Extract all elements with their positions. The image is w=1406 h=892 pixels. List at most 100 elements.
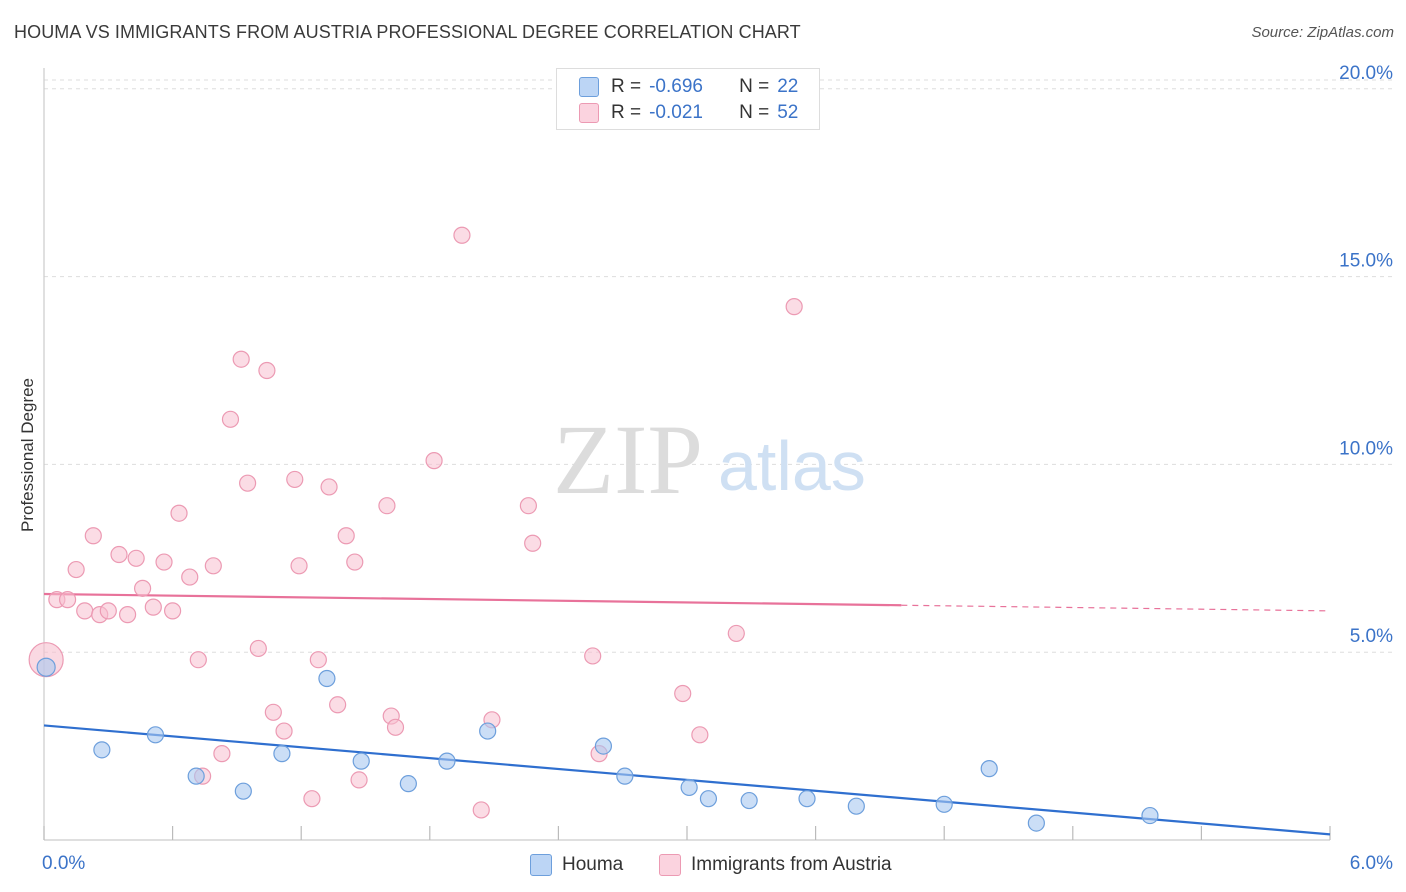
austria-point: [189, 651, 207, 669]
y-tick-label: 15.0%: [1339, 251, 1393, 272]
r-value: -0.021: [649, 102, 703, 123]
r-label: R =: [611, 102, 642, 123]
austria-point: [727, 624, 745, 643]
austria-point: [232, 350, 250, 368]
austria-point: [290, 557, 308, 575]
n-label: N =: [739, 76, 770, 97]
austria-point: [133, 579, 152, 597]
y-tick-label: 5.0%: [1350, 626, 1393, 647]
houma-point: [273, 745, 291, 763]
austria-point: [181, 568, 199, 586]
austria-point: [155, 553, 173, 571]
houma-point: [187, 767, 205, 785]
austria-point: [67, 560, 85, 579]
tick-labels: 5.0% 10.0% 15.0% 20.0% 0.0% 6.0%: [42, 63, 1393, 874]
houma-point: [740, 791, 758, 810]
houma-legend-swatch: [530, 854, 552, 876]
houma-point: [616, 767, 634, 785]
houma-point: [36, 657, 56, 677]
austria-point: [127, 549, 145, 567]
austria-point: [213, 745, 231, 763]
austria-swatch: [579, 103, 599, 123]
austria-point: [204, 557, 222, 575]
r-value: -0.696: [649, 76, 703, 97]
austria-point: [58, 591, 77, 609]
austria-point: [350, 771, 368, 789]
austria-point: [76, 602, 94, 620]
austria-point: [309, 651, 327, 669]
austria-point: [84, 527, 102, 545]
austria-point: [118, 606, 137, 624]
austria-point: [524, 534, 542, 552]
gridlines: [44, 79, 1394, 653]
austria-point: [472, 801, 490, 819]
stats-legend-row-austria: R = -0.021 N = 52: [579, 101, 798, 125]
source-label: Source: ZipAtlas.com: [1251, 24, 1394, 41]
austria-point: [110, 545, 128, 564]
y-tick-label: 20.0%: [1339, 63, 1393, 84]
stats-legend-row-houma: R = -0.696 N = 22: [579, 75, 798, 99]
n-label: N =: [739, 102, 770, 123]
stats-legend: R = -0.696 N = 22 R = -0.021 N = 52: [556, 68, 820, 130]
data-points: [28, 226, 1159, 832]
austria-point: [275, 722, 293, 740]
houma-swatch: [579, 77, 599, 97]
watermark-atlas: atlas: [718, 427, 866, 505]
austria-trend-line: [43, 592, 902, 607]
n-value: 22: [777, 76, 799, 97]
austria-point: [785, 298, 803, 316]
houma-point: [847, 797, 865, 815]
austria-point: [221, 410, 240, 428]
houma-point: [699, 790, 718, 808]
houma-point: [479, 722, 497, 740]
austria-point: [453, 226, 471, 244]
austria-point: [258, 361, 276, 380]
houma-point: [399, 775, 417, 793]
houma-point: [352, 752, 370, 770]
austria-legend-swatch: [659, 854, 681, 876]
austria-point: [99, 602, 117, 620]
austria-point: [303, 790, 321, 808]
houma-point: [146, 726, 165, 744]
houma-point: [93, 741, 111, 759]
watermark: ZIP atlas: [553, 404, 866, 515]
houma-point: [594, 737, 613, 755]
houma-point: [680, 778, 698, 797]
austria-point: [264, 703, 282, 721]
austria-point: [286, 470, 304, 489]
austria-point: [329, 696, 347, 714]
austria-point: [170, 504, 188, 522]
austria-point: [378, 497, 396, 515]
austria-point: [346, 553, 364, 571]
houma-point: [798, 790, 816, 808]
houma-point: [1141, 806, 1159, 825]
n-value: 52: [777, 102, 799, 123]
austria-point: [249, 639, 267, 658]
houma-point: [438, 752, 456, 770]
houma-point: [935, 795, 953, 813]
austria-point: [584, 647, 602, 665]
chart-title: HOUMA VS IMMIGRANTS FROM AUSTRIA PROFESS…: [14, 22, 801, 42]
watermark-zip: ZIP: [553, 404, 703, 515]
y-tick-label: 10.0%: [1339, 438, 1393, 459]
r-label: R =: [611, 76, 642, 97]
trend-lines: [43, 592, 1331, 836]
austria-point: [691, 726, 709, 744]
houma-point: [318, 669, 336, 688]
austria-point: [674, 684, 692, 703]
austria-point: [386, 718, 405, 736]
x-tick-label: 0.0%: [42, 853, 85, 874]
houma-point: [234, 782, 252, 800]
houma-point: [1027, 814, 1045, 832]
legend-item-houma: Houma: [530, 852, 623, 878]
austria-point: [425, 452, 443, 470]
legend-label-houma: Houma: [562, 854, 624, 875]
austria-point: [164, 602, 182, 620]
austria-point: [320, 478, 338, 496]
austria-point: [519, 497, 537, 515]
austria-trend-line-dashed: [901, 604, 1331, 612]
austria-point: [337, 527, 355, 545]
legend-label-austria: Immigrants from Austria: [691, 854, 892, 875]
legend-item-austria: Immigrants from Austria: [659, 852, 892, 878]
